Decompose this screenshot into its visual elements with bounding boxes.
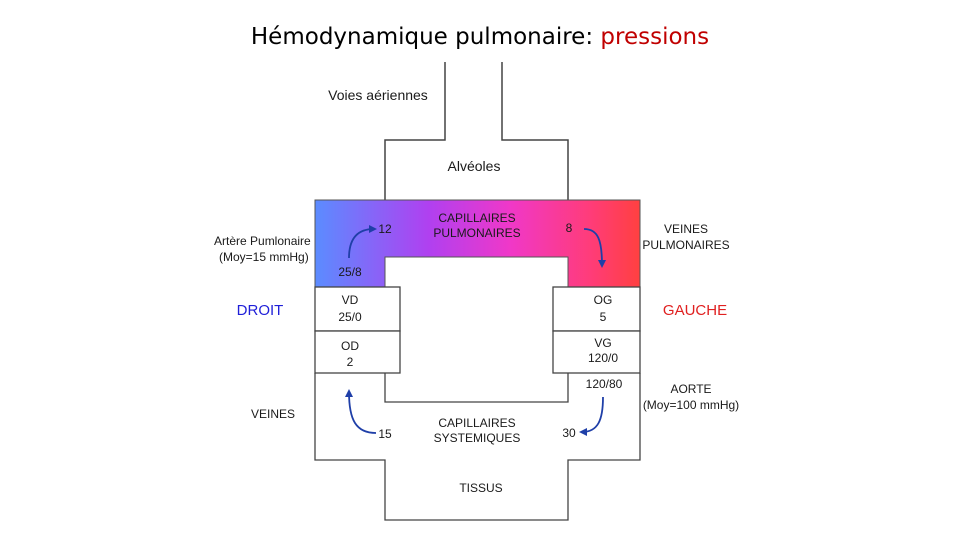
pressure-og: 5 xyxy=(600,310,607,324)
chamber-vd xyxy=(314,286,401,332)
pressure-30: 30 xyxy=(562,426,576,440)
label-vg: VG xyxy=(594,336,611,350)
label-artere-2: (Moy=15 mmHg) xyxy=(219,250,309,264)
pressure-25-8: 25/8 xyxy=(338,265,362,279)
label-tissus: TISSUS xyxy=(459,481,502,495)
label-alveoles: Alvéoles xyxy=(448,158,501,174)
pressure-vg: 120/0 xyxy=(588,351,618,365)
pressure-8: 8 xyxy=(566,221,573,235)
label-aorte-1: AORTE xyxy=(670,382,711,396)
pressure-15: 15 xyxy=(378,427,392,441)
label-capillaires-sys-2: SYSTEMIQUES xyxy=(434,431,521,445)
chamber-od xyxy=(314,330,401,374)
arrow-systemic-return xyxy=(345,389,377,434)
label-capillaires-pulm-2: PULMONAIRES xyxy=(433,226,520,240)
chamber-vg xyxy=(552,330,641,374)
label-veines: VEINES xyxy=(251,407,295,421)
label-capillaires-pulm-1: CAPILLAIRES xyxy=(438,211,515,225)
label-capillaires-sys-1: CAPILLAIRES xyxy=(438,416,515,430)
pressure-od: 2 xyxy=(347,355,354,369)
pressure-120-80: 120/80 xyxy=(586,377,623,391)
chamber-og xyxy=(552,286,641,332)
pressure-12: 12 xyxy=(378,222,392,236)
label-vd: VD xyxy=(342,293,359,307)
title-accent: pressions xyxy=(600,24,710,50)
label-aorte-2: (Moy=100 mmHg) xyxy=(643,398,739,412)
systemic-outer-left xyxy=(314,373,641,521)
page-title: Hémodynamique pulmonaire: pressions xyxy=(0,24,960,50)
arrow-pulmonary-out xyxy=(583,228,606,268)
label-veines-pulm-2: PULMONAIRES xyxy=(642,238,729,252)
arrow-systemic-out xyxy=(579,396,604,436)
systemic-inner-outline xyxy=(384,373,569,403)
label-droit: DROIT xyxy=(237,302,284,319)
arrow-pulmonary-in xyxy=(348,225,377,259)
label-artere-1: Artère Pumlonaire xyxy=(214,234,311,248)
title-main: Hémodynamique pulmonaire: xyxy=(250,24,601,50)
airway-outline xyxy=(384,62,446,200)
label-gauche: GAUCHE xyxy=(663,302,727,319)
label-voies-aeriennes: Voies aériennes xyxy=(328,87,428,103)
airway-outline-right xyxy=(501,62,569,200)
pressure-vd: 25/0 xyxy=(338,310,362,324)
label-og: OG xyxy=(594,293,613,307)
label-od: OD xyxy=(341,339,359,353)
label-veines-pulm-1: VEINES xyxy=(664,222,708,236)
